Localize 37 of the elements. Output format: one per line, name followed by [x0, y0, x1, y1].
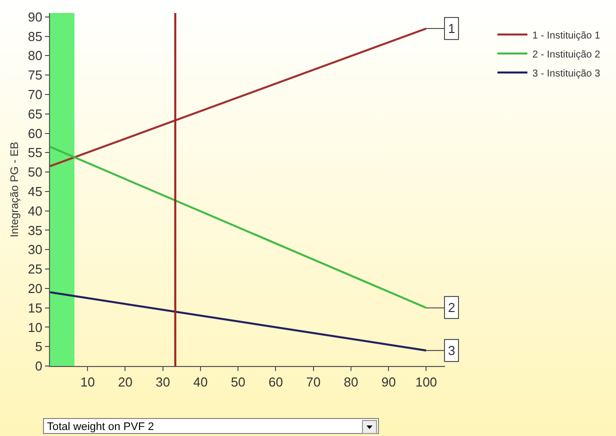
y-tick-label: 45 [28, 184, 42, 199]
x-tick-label: 90 [381, 374, 396, 390]
y-tick-label: 75 [28, 68, 42, 83]
y-axis-title: Integração PG - EB [9, 142, 21, 238]
y-tick-label: 15 [28, 300, 42, 316]
legend-label: 2 - Instituição 2 [532, 49, 601, 60]
y-tick-label: 55 [28, 145, 42, 160]
y-tick-label: 80 [28, 48, 42, 64]
y-tick-label: 90 [28, 9, 42, 24]
y-tick-label: 70 [28, 87, 42, 102]
y-tick-label: 20 [28, 280, 42, 296]
x-tick-label: 80 [344, 374, 358, 390]
y-tick-label: 35 [28, 222, 42, 238]
annotation: 1 [448, 21, 456, 36]
legend-label: 3 - Instituição 3 [532, 68, 601, 80]
y-tick-label: 85 [28, 28, 42, 44]
y-tick-label: 5 [35, 339, 42, 354]
y-tick-label: 0 [35, 358, 42, 374]
annotation: 2 [448, 300, 456, 315]
x-tick-label: 30 [156, 374, 170, 390]
y-tick-label: 40 [28, 203, 42, 218]
y-tick-label: 65 [28, 106, 42, 122]
x-tick-label: 40 [193, 374, 208, 390]
y-tick-label: 50 [28, 164, 42, 180]
y-tick-label: 10 [28, 320, 42, 335]
x-tick-label: 50 [230, 374, 246, 390]
annotation: 3 [448, 343, 456, 358]
y-tick-label: 30 [28, 242, 42, 258]
dropdown-field: Total weight on PVF 2 [43, 418, 379, 434]
y-tick-label: 60 [28, 126, 42, 141]
x-tick-label: 70 [306, 374, 321, 390]
x-tick-label: 100 [415, 374, 438, 390]
x-tick-label: 20 [118, 374, 132, 390]
x-tick-label: 60 [268, 374, 283, 390]
legend-label: 1 - Instituição 1 [532, 30, 601, 42]
x-tick-label: 10 [80, 374, 95, 390]
y-tick-label: 25 [28, 262, 42, 277]
